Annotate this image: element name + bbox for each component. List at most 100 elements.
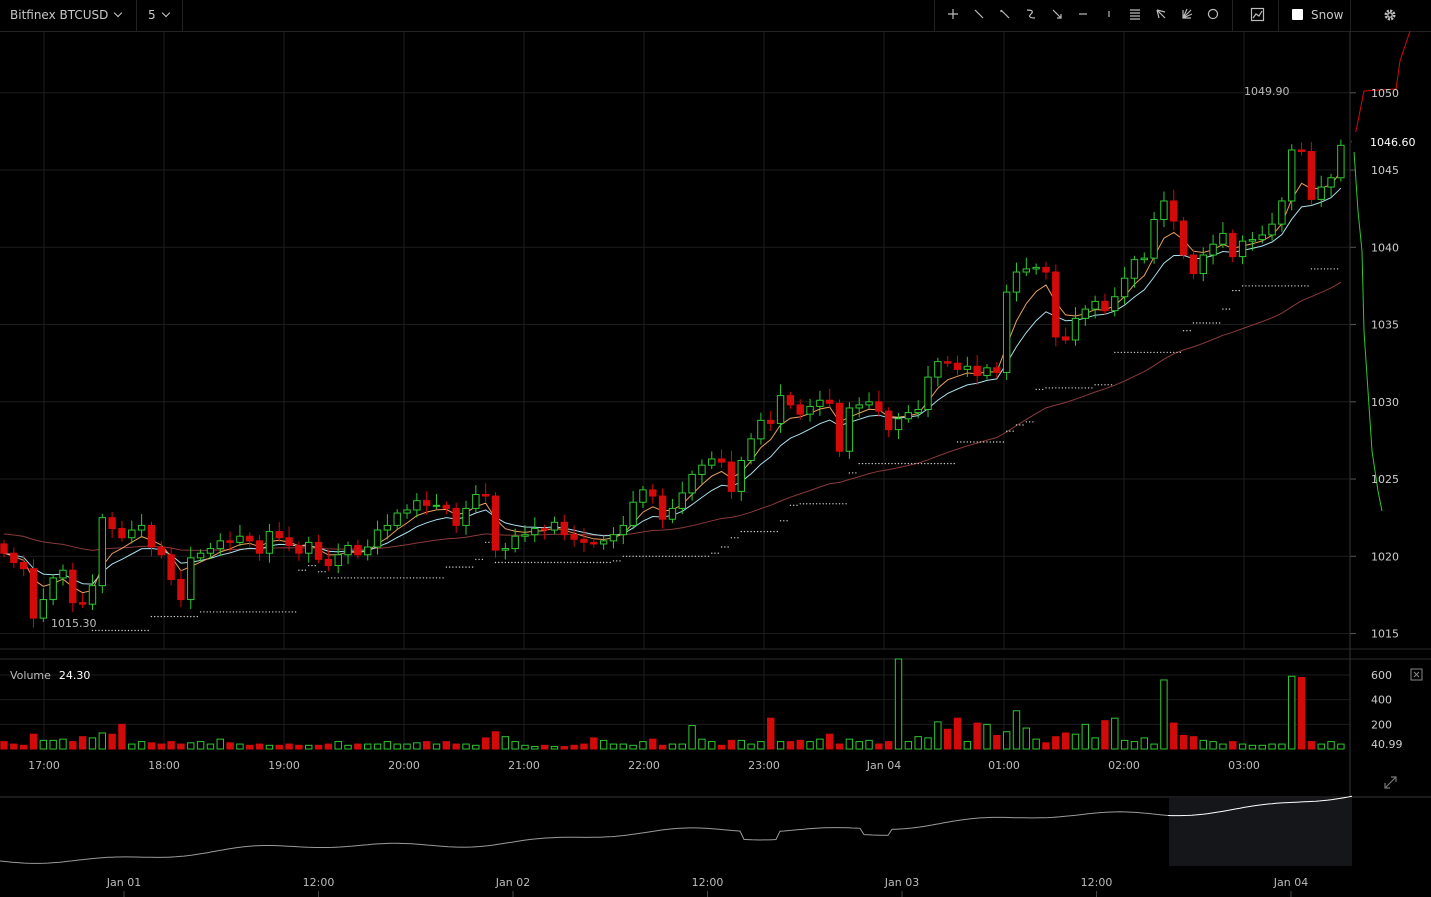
sar-dot	[766, 530, 769, 533]
candle-down	[875, 401, 883, 412]
volume-bar	[403, 743, 411, 750]
trend-line-tool-button[interactable]	[967, 0, 993, 31]
sar-dot	[1304, 285, 1306, 287]
low-price-label: 1015.30	[51, 617, 97, 630]
volume-bar	[668, 743, 677, 750]
sar-dot	[327, 577, 330, 579]
navigator[interactable]: Jan 01 12:00 Jan 02 12:00 Jan 03 12:00 Jan 04	[0, 795, 1431, 897]
sar-dot	[691, 555, 693, 557]
candle-up	[39, 599, 48, 619]
sar-dot	[1222, 308, 1224, 310]
sar-dot	[661, 555, 664, 557]
candle-down	[226, 540, 234, 543]
volume-title: Volume 24.30	[10, 669, 90, 682]
candle-up	[1120, 277, 1129, 298]
volume-bar	[580, 743, 588, 750]
sar-dot	[311, 564, 313, 567]
sar-dot	[658, 555, 660, 557]
snow-toggle[interactable]: Snow	[1291, 0, 1346, 31]
sar-dot	[154, 615, 156, 618]
volume-bar	[698, 738, 706, 750]
sar-dot	[350, 577, 352, 579]
candle-down	[1061, 336, 1070, 341]
sar-dot	[1287, 285, 1290, 287]
volume-bar	[462, 743, 470, 750]
ray-tool-button[interactable]	[993, 0, 1019, 31]
expand-icon[interactable]	[1384, 776, 1397, 789]
fibonacci-tool-button[interactable]	[1123, 0, 1149, 31]
sar-dot	[118, 629, 120, 632]
candle-up	[432, 504, 441, 507]
volume-bar	[1071, 733, 1080, 750]
sar-dot	[426, 577, 428, 579]
vertical-line-icon	[1108, 11, 1110, 17]
candle-up	[216, 540, 224, 550]
sar-dot	[809, 503, 811, 505]
volume-bar	[1199, 739, 1207, 750]
curve-tool-button[interactable]	[1019, 0, 1045, 31]
indicators-button[interactable]	[1245, 0, 1271, 31]
top-toolbar: Bitfinex BTCUSD 5 Snow	[0, 0, 1431, 32]
sar-dot	[465, 566, 467, 568]
arrow-tool-button[interactable]	[1045, 0, 1071, 31]
pitchfork-tool-button[interactable]	[1149, 0, 1175, 31]
candle-down	[422, 500, 431, 506]
sar-dot	[1002, 441, 1005, 443]
volume-bar	[1297, 676, 1306, 750]
sar-dot	[1205, 322, 1208, 324]
toolbar-divider	[1232, 0, 1233, 31]
volume-bar	[914, 736, 922, 750]
sar-dot	[504, 561, 506, 564]
sar-dot	[249, 611, 251, 613]
sar-dot	[1215, 322, 1218, 324]
sar-dot	[373, 577, 375, 579]
sar-dot	[891, 462, 893, 465]
sar-dot	[737, 537, 739, 539]
candle-up	[1219, 232, 1227, 245]
candle-up	[88, 585, 97, 605]
navigator-selection[interactable]	[1169, 798, 1352, 866]
volume-bar	[511, 741, 519, 750]
interval-selector[interactable]: 5	[148, 0, 178, 31]
candle-up	[236, 535, 244, 543]
sar-dot	[983, 441, 985, 443]
volume-value: 24.30	[59, 669, 91, 682]
candle-up	[1209, 243, 1217, 256]
volume-bar	[875, 743, 883, 750]
sar-dot	[642, 555, 644, 557]
volume-bar	[786, 741, 795, 750]
snow-checkbox[interactable]	[1292, 9, 1303, 20]
horizontal-line-tool-button[interactable]	[1071, 0, 1097, 31]
sar-dot	[920, 462, 923, 465]
volume-bar	[275, 744, 283, 750]
gann-fan-tool-button[interactable]	[1175, 0, 1201, 31]
candle-up	[934, 361, 942, 378]
candle-up	[1130, 259, 1139, 279]
candle-down	[157, 546, 165, 556]
price-tick-label: 1045	[1371, 164, 1399, 177]
volume-bar	[147, 742, 156, 750]
candle-up	[639, 489, 647, 503]
sar-dot	[272, 611, 274, 613]
circle-tool-button[interactable]	[1201, 0, 1227, 31]
sar-dot	[258, 611, 261, 613]
sar-dot	[193, 615, 195, 618]
volume-bar	[776, 741, 785, 750]
sar-dot	[435, 577, 438, 579]
candle-up	[383, 524, 392, 531]
sar-dot	[698, 555, 700, 557]
volume-bar	[855, 741, 863, 750]
volume-bar	[658, 744, 667, 750]
vertical-line-tool-button[interactable]	[1097, 0, 1123, 31]
settings-button[interactable]	[1379, 0, 1405, 31]
close-volume-button[interactable]	[1410, 668, 1423, 681]
volume-bar	[1268, 743, 1276, 750]
candle-up	[1337, 144, 1345, 179]
symbol-selector[interactable]: Bitfinex BTCUSD	[10, 0, 130, 31]
candle-up	[845, 407, 854, 452]
sar-dot	[317, 571, 320, 573]
price-chart[interactable]: 1015 1020 1025 1030 1035 1040 1045 1050 200 400 6…	[0, 31, 1431, 897]
crosshair-tool-button[interactable]	[941, 0, 967, 31]
volume-bar	[305, 744, 313, 750]
sar-dot	[367, 577, 369, 579]
